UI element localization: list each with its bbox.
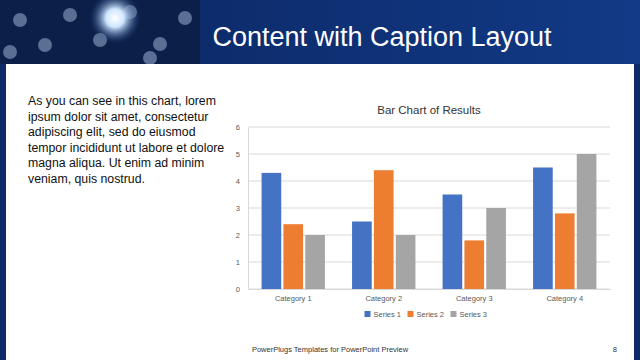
x-tick: Category 3: [456, 289, 493, 303]
bar: [374, 170, 394, 289]
y-tick: 4: [236, 177, 248, 186]
bulb: [63, 8, 77, 22]
y-tick-label: 2: [236, 231, 240, 240]
x-tick-label: Category 1: [275, 294, 312, 303]
y-axis: 0 1 2 3 4 5 6: [236, 123, 249, 294]
legend-swatch: [365, 311, 371, 317]
bar: [283, 224, 303, 289]
x-tick: Category 1: [275, 289, 312, 303]
y-tick: 5: [236, 150, 248, 159]
x-axis: Category 1 Category 2 Category 3 Category 4: [249, 289, 611, 303]
x-tick-label: Category 3: [456, 294, 493, 303]
x-tick: Category 4: [546, 289, 583, 303]
bar: [555, 213, 575, 289]
y-tick: 6: [236, 123, 248, 132]
caption: As you can see in this chart, lorem ipsu…: [28, 94, 228, 187]
bar: [464, 240, 484, 289]
x-tick-label: Category 2: [365, 294, 402, 303]
grid-line: [248, 208, 610, 209]
y-tick-label: 0: [236, 285, 240, 294]
footer: PowerPlugs Templates for PowerPoint Prev…: [252, 345, 409, 354]
x-tick-label: Category 4: [546, 294, 583, 303]
bulb: [153, 37, 167, 51]
y-tick: 1: [236, 258, 248, 267]
legend-swatch: [451, 311, 457, 317]
y-tick: 3: [236, 204, 248, 213]
y-tick-label: 6: [236, 123, 240, 132]
bar: [262, 173, 282, 289]
y-tick: 2: [236, 231, 248, 240]
y-tick-label: 3: [236, 204, 240, 213]
bulb: [3, 45, 17, 59]
content-panel: [6, 64, 634, 360]
bar: [486, 208, 506, 289]
y-axis-line: [248, 128, 249, 290]
slide-title: Content with Caption Layout: [212, 22, 552, 52]
x-tick: Category 2: [365, 289, 402, 303]
chart-title: Bar Chart of Results: [377, 104, 481, 116]
bulb: [13, 13, 27, 27]
grid: [248, 127, 610, 289]
bar: [396, 235, 416, 289]
bulb: [178, 11, 192, 25]
legend: Series 1 Series 2 Series 3: [365, 310, 488, 319]
y-tick-label: 1: [236, 258, 240, 267]
grid-line: [248, 181, 610, 182]
x-axis-line: [249, 289, 611, 290]
legend-swatch: [408, 311, 414, 317]
bar: [533, 168, 553, 290]
slide: Content with Caption Layout Bar Chart of …: [0, 0, 640, 360]
bar: [305, 235, 325, 289]
bar: [577, 154, 597, 289]
page-number: 8: [613, 345, 617, 354]
grid-line: [248, 154, 610, 155]
chart: Bar Chart of Results0123456Category 1Cat…: [236, 104, 611, 319]
legend-label: Series 2: [417, 310, 445, 319]
bulb: [38, 38, 52, 52]
y-tick: 0: [236, 285, 248, 294]
header-image: [0, 0, 200, 65]
y-tick-label: 4: [236, 177, 240, 186]
bulb: [143, 51, 157, 65]
bar: [352, 222, 372, 290]
legend-label: Series 1: [374, 310, 402, 319]
grid-line: [248, 127, 610, 128]
bar: [443, 195, 463, 290]
bars: [262, 154, 597, 289]
legend-label: Series 3: [460, 310, 488, 319]
y-tick-label: 5: [236, 150, 240, 159]
bulb-glow: [89, 0, 141, 44]
